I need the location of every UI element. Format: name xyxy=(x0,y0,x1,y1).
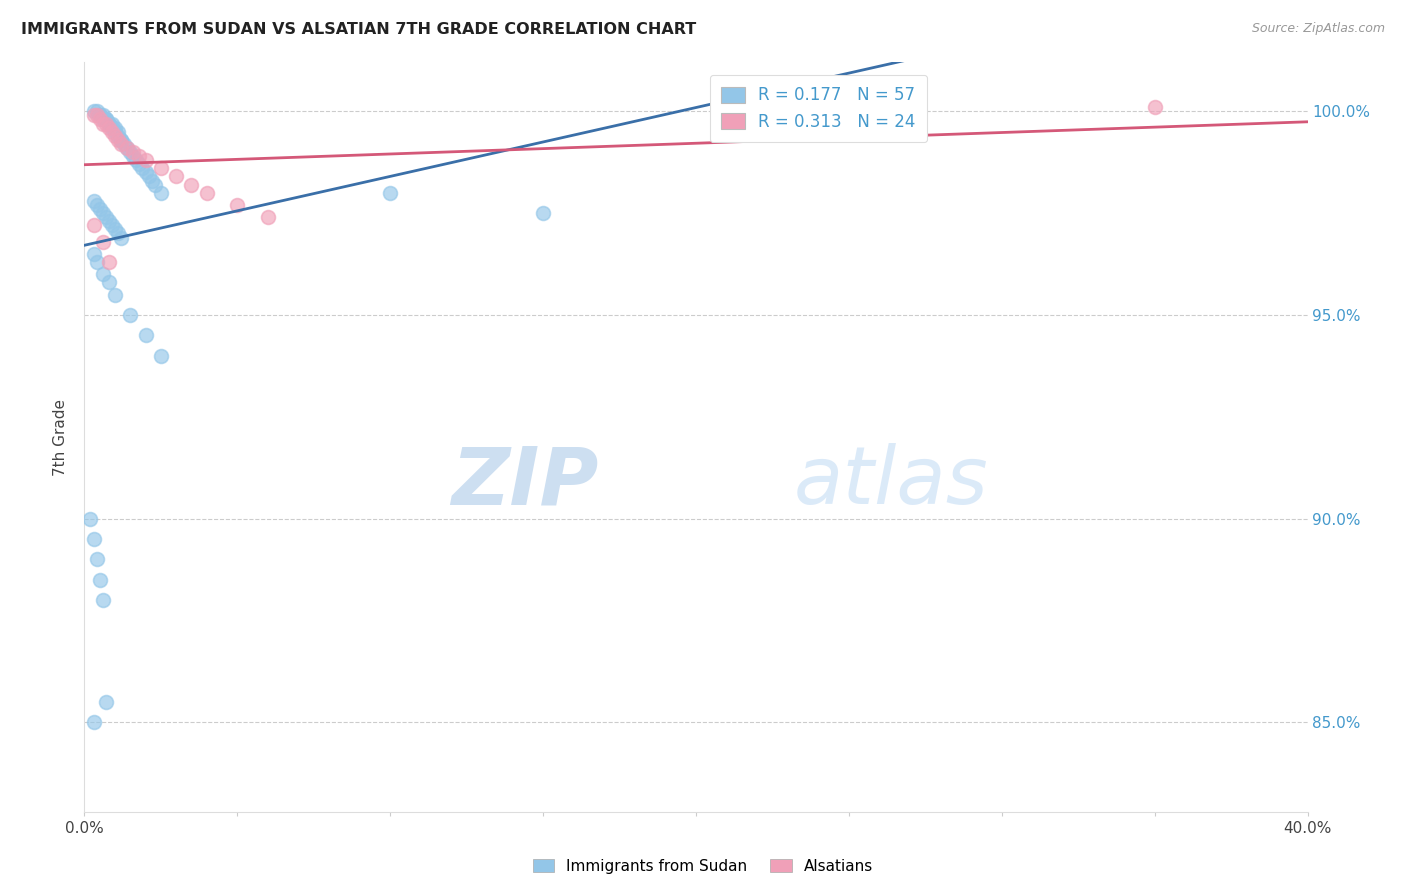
Point xyxy=(120,145,142,159)
Text: ZIP: ZIP xyxy=(451,443,598,521)
Text: atlas: atlas xyxy=(794,443,988,521)
Point xyxy=(83,532,105,546)
Point xyxy=(141,173,163,187)
Point xyxy=(91,267,114,281)
Point xyxy=(83,194,105,208)
Point xyxy=(107,133,129,147)
Point xyxy=(112,136,135,151)
Point xyxy=(195,186,218,200)
Point xyxy=(165,169,187,184)
Point xyxy=(149,349,172,363)
Point xyxy=(83,108,105,122)
Point xyxy=(107,227,129,241)
Point xyxy=(531,206,554,220)
Point xyxy=(86,104,108,119)
Point xyxy=(101,219,124,233)
Point xyxy=(104,120,127,135)
Point xyxy=(138,169,160,184)
Point xyxy=(149,186,172,200)
Point xyxy=(110,230,132,244)
Point xyxy=(89,202,111,216)
Point xyxy=(110,136,132,151)
Point xyxy=(135,165,157,179)
Point xyxy=(97,116,120,130)
Point xyxy=(107,125,129,139)
Point xyxy=(125,153,148,168)
Point xyxy=(101,116,124,130)
Point xyxy=(104,128,127,143)
Point xyxy=(101,125,124,139)
Point xyxy=(94,695,117,709)
Point xyxy=(104,125,127,139)
Point xyxy=(89,573,111,587)
Point xyxy=(91,235,114,249)
Text: IMMIGRANTS FROM SUDAN VS ALSATIAN 7TH GRADE CORRELATION CHART: IMMIGRANTS FROM SUDAN VS ALSATIAN 7TH GR… xyxy=(21,22,696,37)
Point xyxy=(135,328,157,343)
Point xyxy=(257,210,280,224)
Point xyxy=(122,149,145,163)
Point xyxy=(91,593,114,607)
Point xyxy=(122,145,145,159)
Point xyxy=(97,276,120,290)
Point xyxy=(91,206,114,220)
Point xyxy=(115,141,138,155)
Point xyxy=(94,116,117,130)
Point xyxy=(104,287,127,301)
Point xyxy=(94,112,117,127)
Y-axis label: 7th Grade: 7th Grade xyxy=(53,399,69,475)
Point xyxy=(86,108,108,122)
Point xyxy=(115,141,138,155)
Point xyxy=(83,715,105,730)
Point xyxy=(128,149,150,163)
Legend: R = 0.177   N = 57, R = 0.313   N = 24: R = 0.177 N = 57, R = 0.313 N = 24 xyxy=(710,75,927,142)
Point xyxy=(149,161,172,176)
Point xyxy=(120,308,142,322)
Point xyxy=(104,222,127,236)
Point xyxy=(83,219,105,233)
Point xyxy=(89,108,111,122)
Point xyxy=(91,112,114,127)
Point xyxy=(94,210,117,224)
Point xyxy=(110,133,132,147)
Point xyxy=(143,178,166,192)
Point xyxy=(97,214,120,228)
Point xyxy=(83,247,105,261)
Point xyxy=(86,198,108,212)
Point xyxy=(86,255,108,269)
Point xyxy=(180,178,202,192)
Point xyxy=(1143,100,1166,114)
Point xyxy=(110,133,132,147)
Point xyxy=(89,112,111,127)
Point xyxy=(128,157,150,171)
Point xyxy=(131,161,153,176)
Point xyxy=(89,108,111,122)
Point xyxy=(135,153,157,168)
Point xyxy=(91,108,114,122)
Text: Source: ZipAtlas.com: Source: ZipAtlas.com xyxy=(1251,22,1385,36)
Point xyxy=(380,186,402,200)
Point xyxy=(107,128,129,143)
Point xyxy=(94,112,117,127)
Point xyxy=(97,255,120,269)
Point xyxy=(226,198,249,212)
Point xyxy=(91,116,114,130)
Point xyxy=(101,120,124,135)
Point xyxy=(97,116,120,130)
Point xyxy=(86,552,108,566)
Point xyxy=(97,120,120,135)
Point xyxy=(83,104,105,119)
Legend: Immigrants from Sudan, Alsatians: Immigrants from Sudan, Alsatians xyxy=(527,853,879,880)
Point xyxy=(79,511,101,525)
